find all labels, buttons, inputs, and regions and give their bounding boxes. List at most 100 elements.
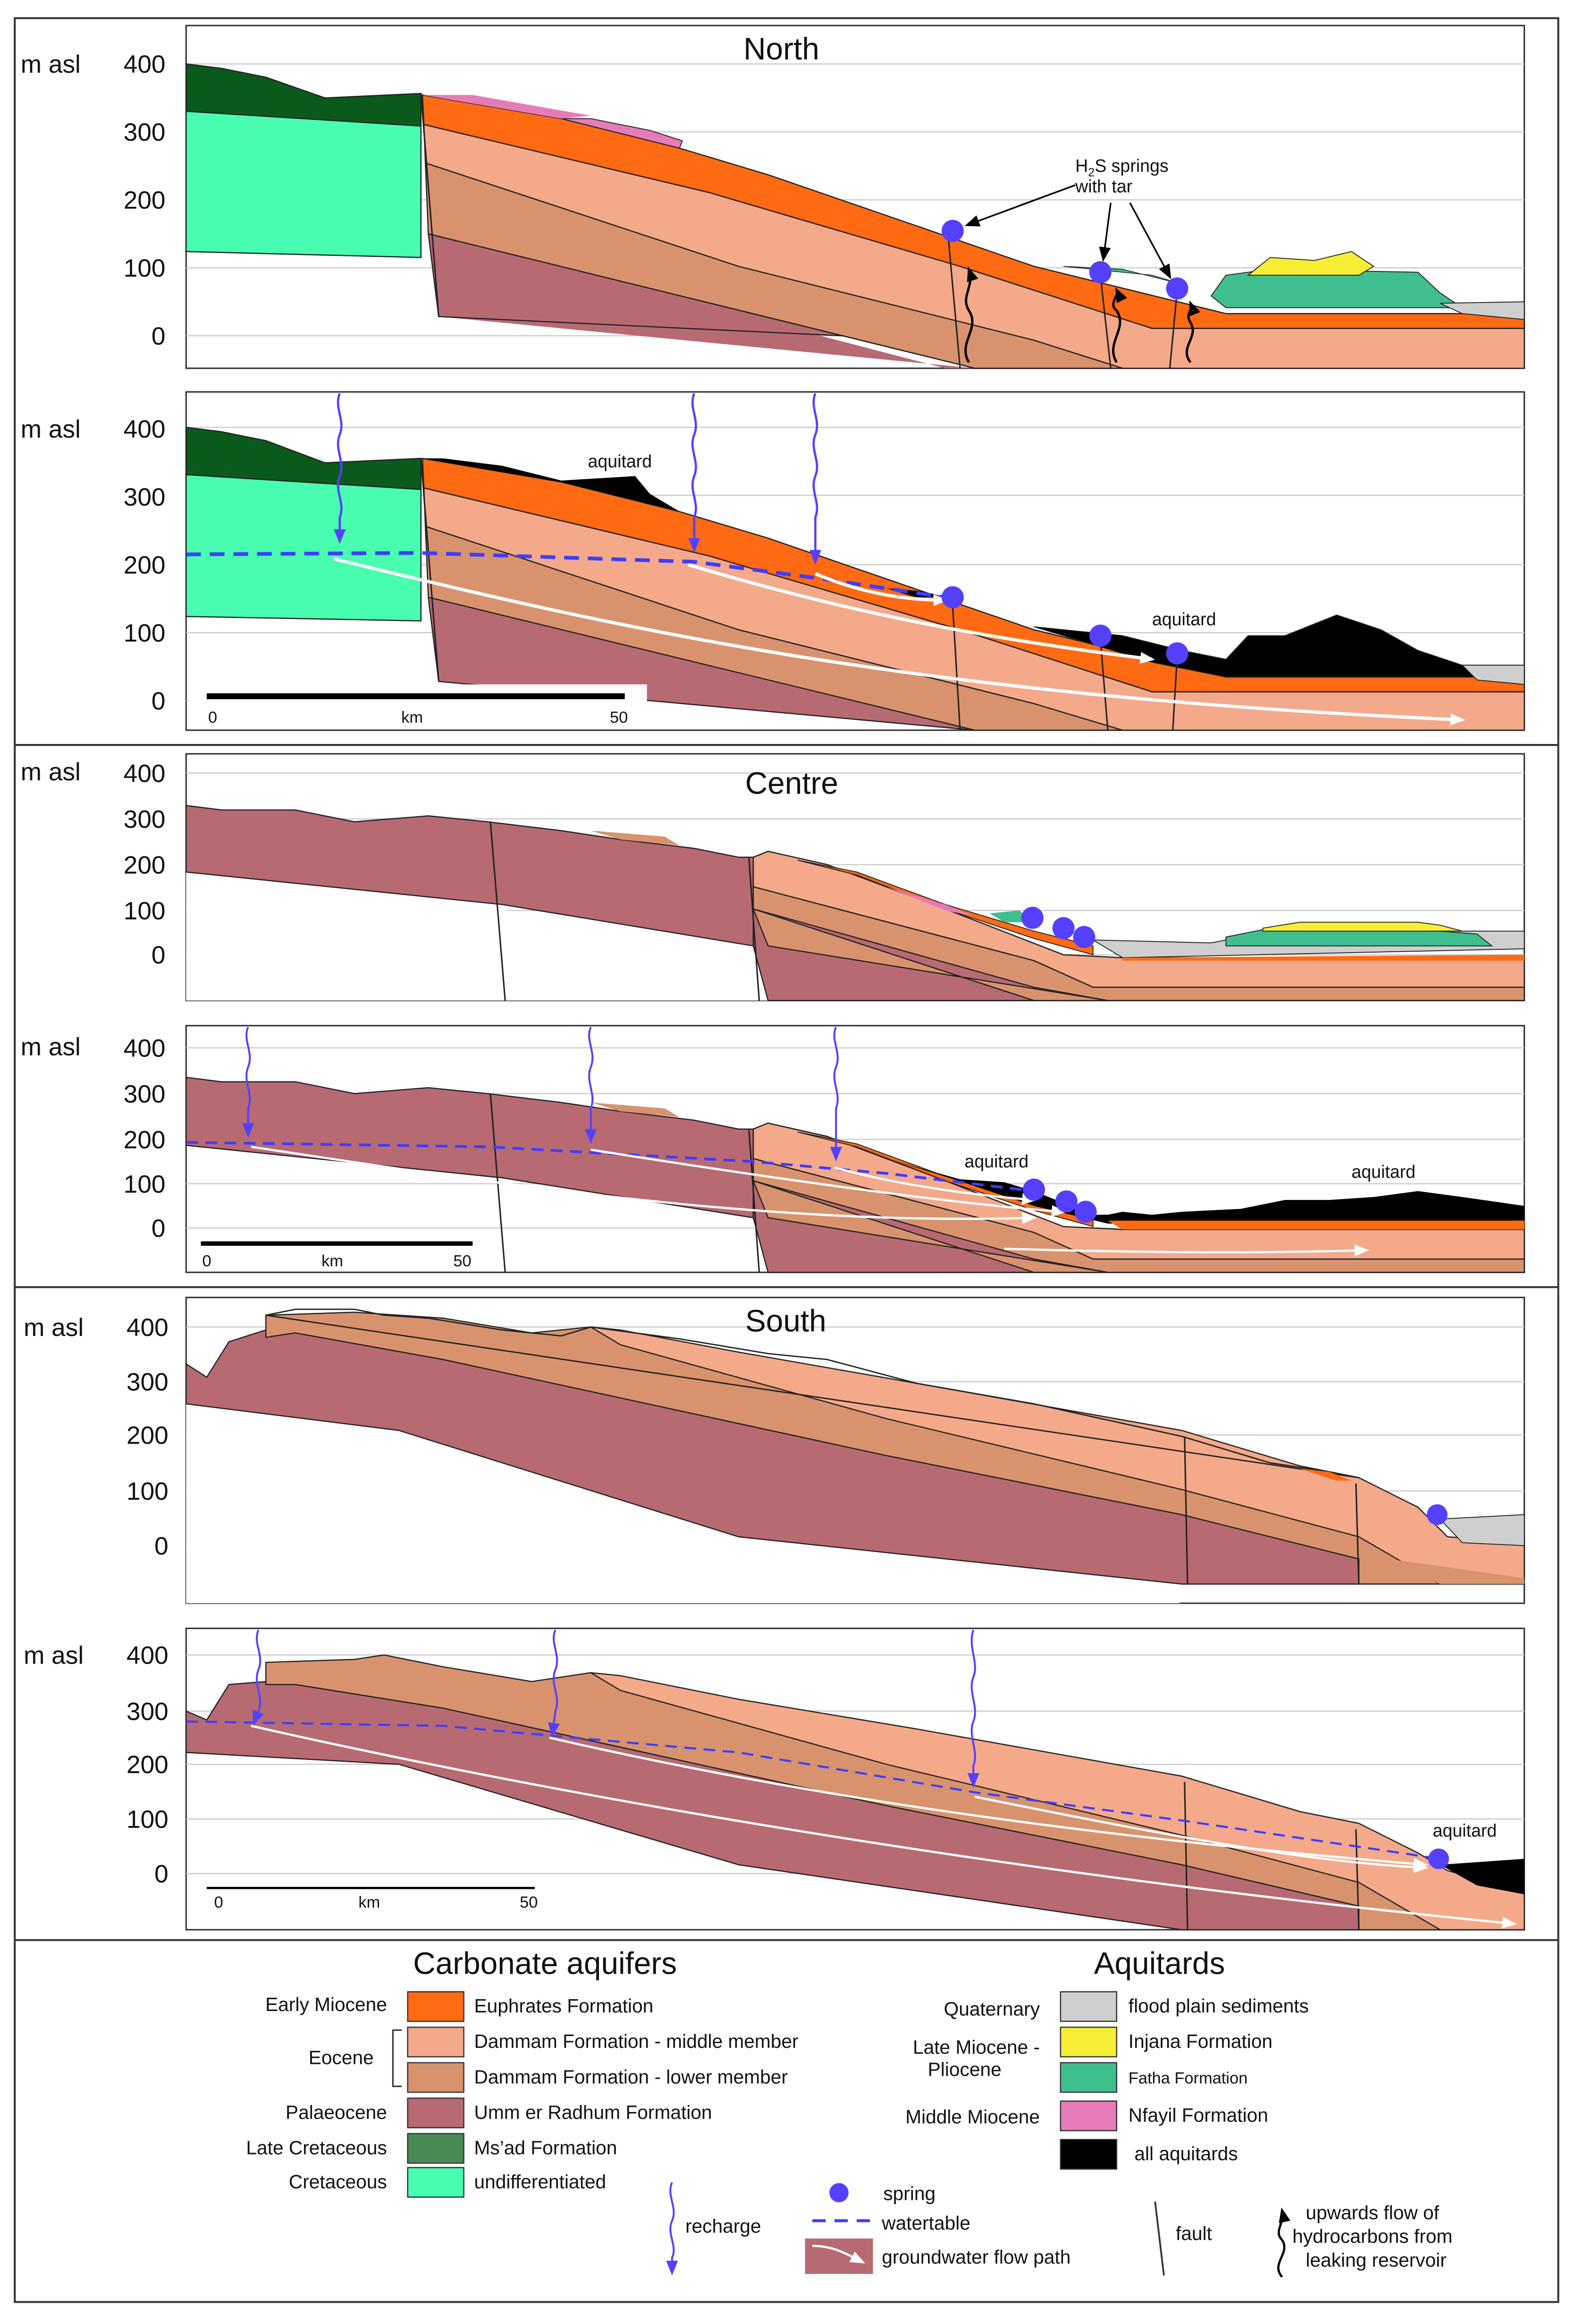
svg-text:km: km bbox=[358, 1893, 380, 1911]
svg-text:leaking reservoir: leaking reservoir bbox=[1306, 2249, 1446, 2271]
north-title: North bbox=[743, 32, 819, 66]
svg-text:H2S springs: H2S springs bbox=[1075, 156, 1169, 179]
south-section-top: South bbox=[185, 1296, 1525, 1604]
svg-text:km: km bbox=[321, 1252, 343, 1270]
svg-text:m asl: m asl bbox=[21, 415, 81, 443]
recharge-icon bbox=[666, 2182, 678, 2276]
legend-swatch-all-aquitards bbox=[1060, 2138, 1118, 2170]
aquitard-label: aquitard bbox=[1351, 1162, 1416, 1182]
svg-text:400: 400 bbox=[126, 1642, 169, 1670]
svg-text:upwards flow of: upwards flow of bbox=[1306, 2202, 1439, 2223]
svg-text:200: 200 bbox=[126, 1751, 169, 1779]
legend-swatch-nfayil bbox=[1060, 2100, 1118, 2131]
centre-section-bottom: aquitard aquitard 0 km 50 bbox=[185, 1025, 1525, 1273]
legend-swatch-injana bbox=[1060, 2027, 1118, 2058]
svg-text:Palaeocene: Palaeocene bbox=[286, 2101, 387, 2123]
svg-text:300: 300 bbox=[124, 118, 166, 146]
south-section-bottom: aquitard 0 km 50 bbox=[185, 1627, 1525, 1931]
aquitard-label: aquitard bbox=[964, 1151, 1028, 1171]
axis-labels: m asl 400 300 200 100 0 m asl 400 300 20… bbox=[21, 51, 169, 1888]
svg-text:Fatha Formation: Fatha Formation bbox=[1129, 2069, 1247, 2087]
legend-swatch-fatha bbox=[1060, 2062, 1118, 2093]
svg-text:watertable: watertable bbox=[881, 2212, 970, 2234]
svg-text:Middle Miocene: Middle Miocene bbox=[905, 2106, 1040, 2128]
svg-text:m asl: m asl bbox=[24, 1314, 84, 1342]
aquitard-label: aquitard bbox=[588, 451, 652, 471]
axis-unit: m asl bbox=[21, 51, 81, 78]
south-title: South bbox=[745, 1303, 826, 1338]
svg-text:Dammam Formation - lower membe: Dammam Formation - lower member bbox=[474, 2066, 788, 2087]
svg-text:400: 400 bbox=[124, 1034, 166, 1062]
legend-swatch-euphrates bbox=[407, 1991, 464, 2022]
svg-text:200: 200 bbox=[124, 851, 166, 879]
svg-text:Injana Formation: Injana Formation bbox=[1129, 2030, 1273, 2052]
svg-text:0: 0 bbox=[154, 1532, 169, 1560]
svg-text:100: 100 bbox=[124, 254, 166, 282]
spring-marker bbox=[1166, 277, 1188, 300]
svg-text:0: 0 bbox=[202, 1252, 211, 1270]
svg-text:m asl: m asl bbox=[24, 1642, 84, 1670]
spring-marker bbox=[941, 220, 964, 242]
legend-swatch-dammam-lower bbox=[407, 2062, 464, 2093]
svg-text:0: 0 bbox=[152, 687, 166, 715]
spring-icon bbox=[829, 2183, 849, 2203]
legend-swatch-undifferentiated bbox=[407, 2167, 464, 2198]
svg-text:Late Cretaceous: Late Cretaceous bbox=[246, 2137, 387, 2158]
svg-text:400: 400 bbox=[124, 51, 166, 78]
svg-text:400: 400 bbox=[124, 760, 166, 787]
svg-text:100: 100 bbox=[124, 897, 166, 925]
svg-text:groundwater flow path: groundwater flow path bbox=[882, 2246, 1070, 2268]
spring-marker bbox=[1089, 261, 1112, 284]
svg-text:0: 0 bbox=[152, 322, 166, 350]
svg-text:0: 0 bbox=[152, 941, 166, 969]
svg-text:0: 0 bbox=[154, 1860, 169, 1888]
svg-text:300: 300 bbox=[124, 483, 166, 511]
legend-swatch-flood-plain bbox=[1060, 1991, 1118, 2022]
legend: Carbonate aquifers Aquitards Early Mioce… bbox=[246, 1946, 1452, 2278]
svg-text:100: 100 bbox=[124, 1170, 166, 1198]
svg-text:Eocene: Eocene bbox=[309, 2047, 374, 2069]
hydrocarbon-flow-icon bbox=[1277, 2207, 1290, 2278]
svg-text:hydrocarbons from: hydrocarbons from bbox=[1292, 2225, 1452, 2247]
svg-text:Nfayil Formation: Nfayil Formation bbox=[1129, 2104, 1268, 2126]
svg-text:Ms’ad Formation: Ms’ad Formation bbox=[474, 2137, 617, 2158]
svg-text:m asl: m asl bbox=[21, 1033, 81, 1061]
svg-text:Quaternary: Quaternary bbox=[944, 1998, 1040, 2020]
svg-text:0: 0 bbox=[214, 1893, 223, 1911]
svg-text:200: 200 bbox=[124, 1126, 166, 1154]
svg-text:200: 200 bbox=[124, 551, 166, 579]
legend-swatch-msad bbox=[407, 2133, 464, 2164]
north-section-top: H2S springs with tar North bbox=[185, 25, 1525, 369]
svg-text:flood plain sediments: flood plain sediments bbox=[1129, 1995, 1309, 2017]
svg-text:300: 300 bbox=[124, 805, 166, 833]
svg-text:Umm er Radhum Formation: Umm er Radhum Formation bbox=[474, 2101, 712, 2123]
scale-unit: km bbox=[401, 709, 423, 727]
svg-text:Pliocene: Pliocene bbox=[928, 2059, 1002, 2080]
svg-text:300: 300 bbox=[124, 1080, 166, 1108]
svg-text:fault: fault bbox=[1176, 2223, 1212, 2244]
centre-section-top: Centre bbox=[185, 753, 1525, 1002]
svg-text:100: 100 bbox=[126, 1806, 169, 1834]
svg-text:300: 300 bbox=[126, 1369, 169, 1396]
legend-aquitards-title: Aquitards bbox=[1094, 1946, 1225, 1981]
legend-swatch-dammam-middle bbox=[407, 2027, 464, 2058]
svg-text:50: 50 bbox=[520, 1893, 538, 1911]
scale-end: 50 bbox=[610, 709, 628, 727]
svg-text:300: 300 bbox=[126, 1698, 169, 1725]
svg-text:spring: spring bbox=[883, 2182, 935, 2204]
north-section-bottom: aquitard aquitard 0 km 50 bbox=[185, 391, 1525, 731]
outer-frame bbox=[14, 17, 1559, 2303]
legend-swatch-umm-er-radhum bbox=[407, 2097, 464, 2129]
svg-text:Cretaceous: Cretaceous bbox=[289, 2171, 387, 2192]
legend-carbonate-title: Carbonate aquifers bbox=[413, 1946, 677, 1981]
svg-text:100: 100 bbox=[124, 619, 166, 647]
aquitard-label: aquitard bbox=[1152, 609, 1216, 629]
svg-text:m asl: m asl bbox=[21, 758, 81, 786]
svg-text:200: 200 bbox=[124, 186, 166, 214]
springs-annotation-line2: with tar bbox=[1075, 177, 1132, 196]
aquitard-label: aquitard bbox=[1433, 1821, 1497, 1841]
svg-text:Euphrates Formation: Euphrates Formation bbox=[474, 1995, 654, 2017]
svg-text:400: 400 bbox=[126, 1314, 169, 1342]
